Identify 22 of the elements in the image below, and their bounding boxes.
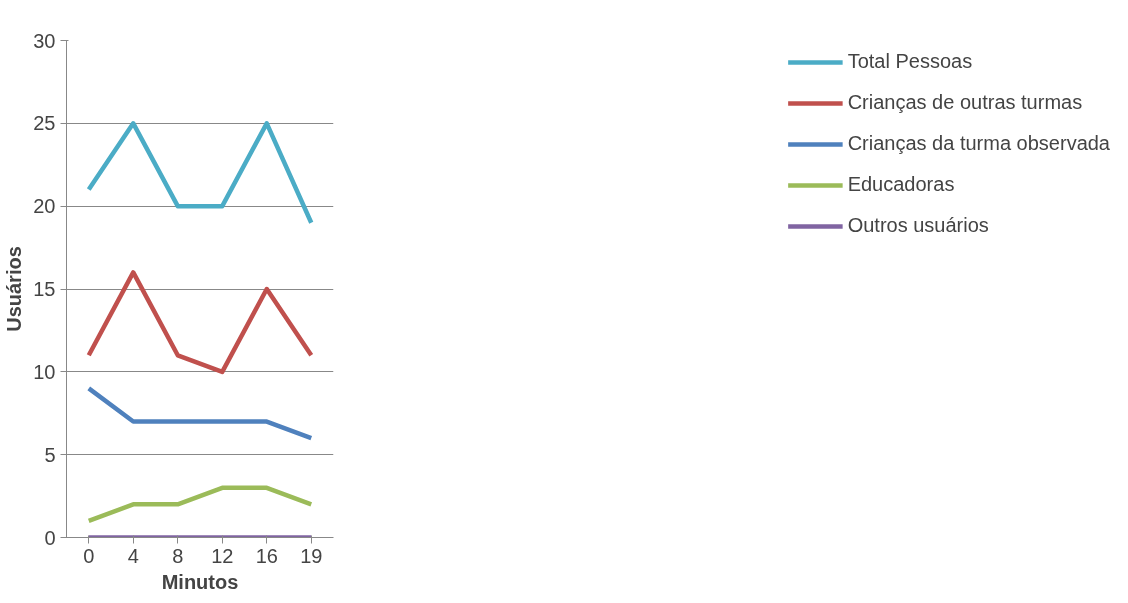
legend-label: Total Pessoas [847, 50, 973, 73]
y-tick-label: 25 [33, 112, 56, 135]
y-tick-label: 30 [33, 29, 56, 52]
y-tick-label: 0 [44, 526, 56, 549]
legend-label: Educadoras [847, 173, 955, 196]
x-axis-title: Minutos [161, 570, 239, 593]
legend-label: Crianças da turma observada [847, 132, 1110, 155]
line-series [86, 121, 314, 225]
x-tick-label: 19 [300, 544, 323, 567]
y-tick-label: 20 [33, 195, 56, 218]
y-tick-label: 10 [33, 360, 56, 383]
y-tick-label: 15 [33, 278, 56, 300]
x-tick-label: 0 [83, 544, 95, 567]
y-axis-title: Usuários [3, 246, 26, 332]
x-tick-label: 4 [127, 544, 139, 567]
x-tick-label: 16 [255, 544, 278, 567]
legend-label: Outros usuários [847, 214, 989, 237]
line-series [86, 270, 314, 375]
legend-label: Crianças de outras turmas [847, 91, 1083, 114]
x-tick-label: 8 [172, 544, 184, 567]
x-tick-label: 12 [211, 544, 234, 567]
y-tick-label: 5 [44, 443, 56, 466]
